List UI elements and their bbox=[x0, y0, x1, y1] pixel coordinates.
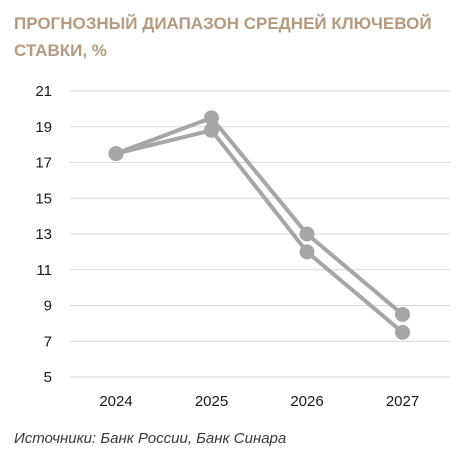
series-1-point-2027 bbox=[395, 306, 410, 322]
x-tick-label: 2024 bbox=[99, 393, 132, 410]
series-1 bbox=[108, 110, 410, 322]
y-tick-label: 17 bbox=[35, 155, 52, 172]
series-2-point-2026 bbox=[299, 244, 315, 260]
series-2-point-2024 bbox=[108, 146, 124, 162]
y-tick-label: 7 bbox=[44, 333, 52, 350]
y-tick-label: 5 bbox=[44, 369, 52, 386]
series-2-point-2025 bbox=[204, 122, 219, 138]
y-tick-label: 13 bbox=[35, 226, 52, 243]
gridlines bbox=[70, 90, 450, 378]
series-1-line bbox=[115, 115, 404, 316]
x-tick-label: 2026 bbox=[290, 393, 323, 410]
source-note: Источники: Банк России, Банк Синара bbox=[14, 430, 287, 447]
series-2-point-2027 bbox=[395, 324, 410, 340]
series-2 bbox=[108, 122, 410, 340]
y-tick-label: 15 bbox=[35, 190, 52, 207]
chart-title-line-2: СТАВКИ, % bbox=[14, 41, 107, 60]
y-tick-label: 9 bbox=[44, 298, 52, 315]
x-tick-label: 2025 bbox=[195, 393, 228, 410]
chart-title-line-1: ПРОГНОЗНЫЙ ДИАПАЗОН СРЕДНЕЙ КЛЮЧЕВОЙ bbox=[14, 14, 432, 33]
y-axis-tick-labels: 5 7 9 11 13 15 17 19 21 bbox=[35, 83, 52, 386]
y-tick-label: 19 bbox=[35, 119, 52, 136]
chart-title: ПРОГНОЗНЫЙ ДИАПАЗОН СРЕДНЕЙ КЛЮЧЕВОЙ СТА… bbox=[14, 10, 464, 64]
line-chart: 5 7 9 11 13 15 17 19 21 2024 2025 2026 2027 bbox=[35, 83, 450, 410]
x-axis-tick-labels: 2024 2025 2026 2027 bbox=[99, 393, 419, 410]
series-1-point-2026 bbox=[299, 226, 315, 242]
y-tick-label: 11 bbox=[36, 262, 52, 279]
x-tick-label: 2027 bbox=[386, 393, 419, 410]
y-tick-label: 21 bbox=[35, 83, 52, 100]
series-layer bbox=[108, 110, 410, 340]
series-1-point-2025 bbox=[204, 110, 219, 126]
series-2-line bbox=[115, 128, 404, 334]
